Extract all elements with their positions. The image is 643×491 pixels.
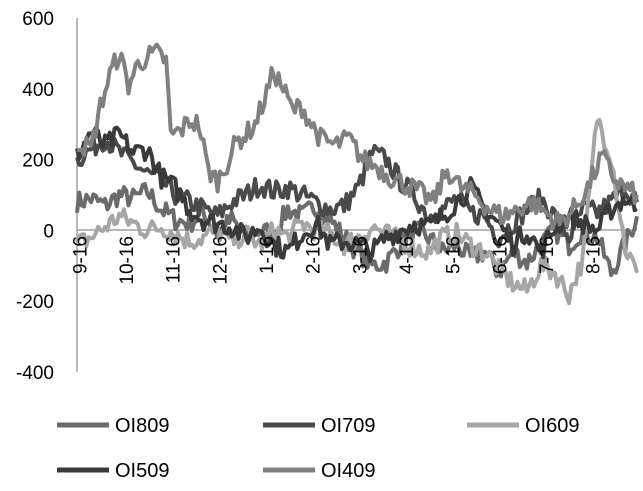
x-tick-label: 10-16 <box>117 236 138 285</box>
x-tick-label: 3-16 <box>350 236 371 274</box>
y-tick-label: 200 <box>22 151 54 172</box>
x-tick-label: 12-16 <box>210 236 231 285</box>
legend-label: OI609 <box>525 415 579 437</box>
x-tick-label: 9-16 <box>70 236 91 274</box>
legend: OI809 OI709 OI609 OI509 OI409 <box>57 415 579 482</box>
series-line-oi409 <box>77 42 639 231</box>
legend-label: OI709 <box>321 415 375 437</box>
y-tick-label: 400 <box>22 80 54 101</box>
y-tick-label: 600 <box>22 9 54 30</box>
x-tick-label: 7-16 <box>537 236 558 274</box>
x-tick-label: 2-16 <box>304 236 325 274</box>
x-tick-label: 6-16 <box>490 236 511 274</box>
series-line-oi509 <box>75 125 638 263</box>
x-tick-label: 4-16 <box>397 236 418 274</box>
y-tick-labels: 600 400 200 0 -200 -400 <box>16 9 54 384</box>
series-layer <box>75 42 639 306</box>
legend-label: OI509 <box>115 460 169 482</box>
y-tick-label: -200 <box>16 292 54 313</box>
x-tick-label: 5-16 <box>444 236 465 274</box>
x-tick-label: 11-16 <box>164 236 185 283</box>
x-tick-label: 1-16 <box>257 236 278 274</box>
x-tick-label: 8-16 <box>584 236 605 274</box>
x-tick-labels: 9-16 10-16 11-16 12-16 1-16 2-16 3-16 4-16 5-16 6… <box>70 236 604 285</box>
y-tick-label: -400 <box>16 363 54 384</box>
legend-label: OI409 <box>321 460 375 482</box>
legend-label: OI809 <box>115 415 169 437</box>
y-tick-label: 0 <box>43 221 54 242</box>
